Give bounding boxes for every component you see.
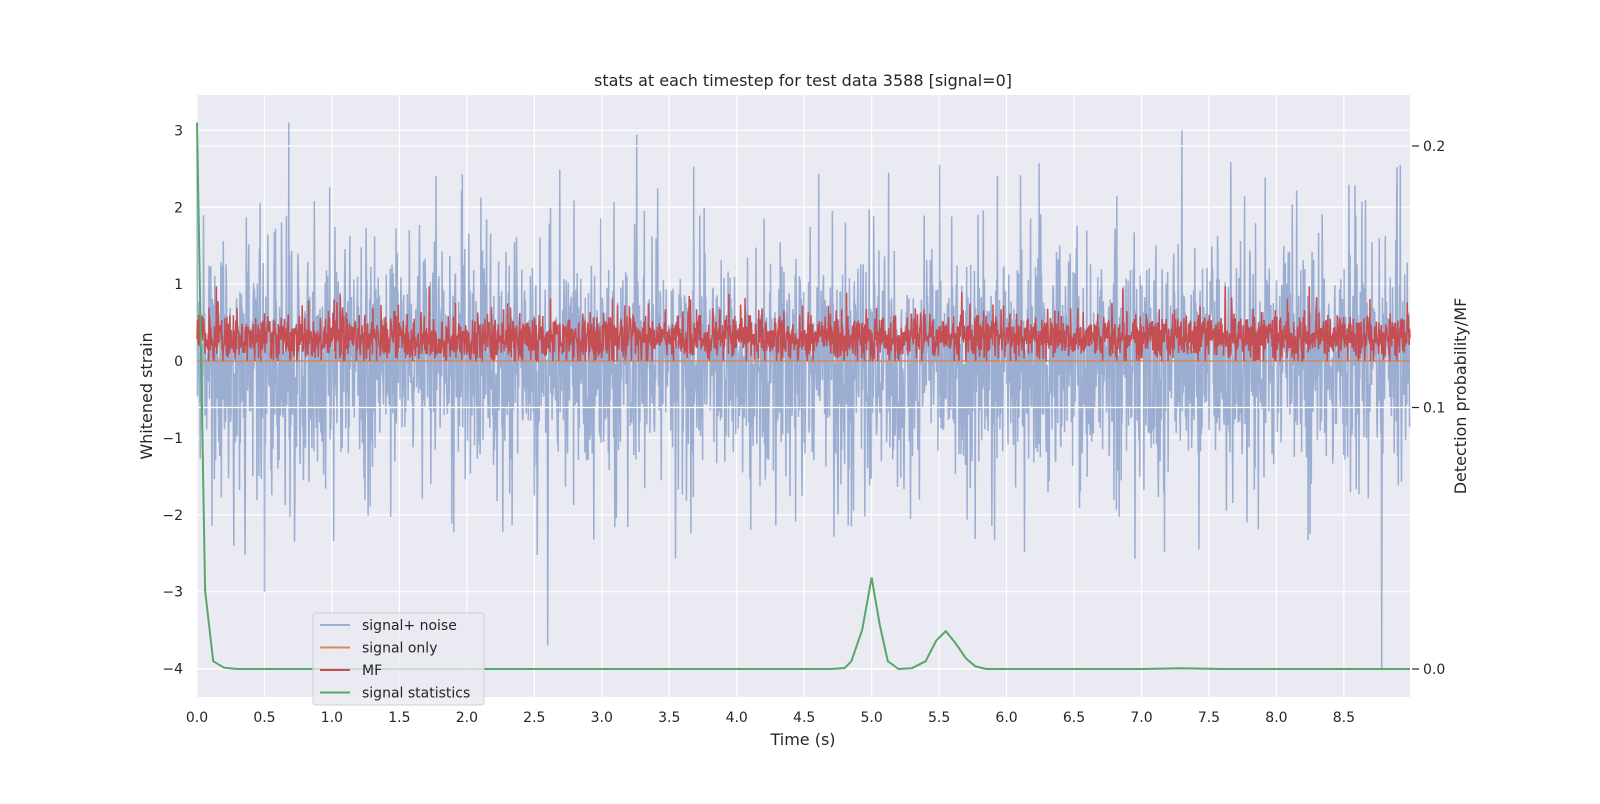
y-tick-label: −4 xyxy=(162,662,183,678)
x-tick-label: 2.0 xyxy=(456,710,478,726)
x-tick-label: 7.5 xyxy=(1198,710,1220,726)
y-axis-right-label: Detection probability/MF xyxy=(1451,298,1470,495)
x-tick-label: 0.0 xyxy=(186,710,208,726)
x-axis-label: Time (s) xyxy=(769,730,835,749)
x-tick-label: 4.0 xyxy=(726,710,748,726)
x-tick-label: 5.5 xyxy=(928,710,950,726)
legend-label: signal statistics xyxy=(362,686,470,702)
y-right-tick-label: 0.1 xyxy=(1423,401,1445,417)
x-tick-label: 1.0 xyxy=(321,710,343,726)
x-tick-label: 4.5 xyxy=(793,710,815,726)
x-tick-label: 6.0 xyxy=(995,710,1017,726)
y-tick-label: 2 xyxy=(174,200,183,216)
x-tick-label: 5.0 xyxy=(861,710,883,726)
x-tick-label: 0.5 xyxy=(253,710,275,726)
x-tick-label: 8.5 xyxy=(1333,710,1355,726)
x-tick-label: 3.0 xyxy=(591,710,613,726)
x-tick-label: 6.5 xyxy=(1063,710,1085,726)
legend-box xyxy=(312,612,485,706)
legend: signal+ noise signal only MF signal statist… xyxy=(312,612,485,706)
legend-label: signal+ noise xyxy=(362,618,457,634)
x-tick-label: 8.0 xyxy=(1265,710,1287,726)
x-tick-label: 3.5 xyxy=(658,710,680,726)
ticks: 0.0 0.5 1.0 1.5 2.0 2.5 3.0 3.5 4.0 4.5 5.0 5.5 6.0 6… xyxy=(162,123,1445,726)
mf-line xyxy=(196,286,1411,362)
y-axis-label: Whitened strain xyxy=(137,332,156,459)
y-tick-label: 3 xyxy=(174,123,183,139)
x-tick-label: 7.0 xyxy=(1130,710,1152,726)
signal-statistics-line xyxy=(196,122,1410,671)
y-tick-label: −1 xyxy=(162,431,183,447)
legend-label: signal only xyxy=(362,641,437,657)
y-tick-label: −2 xyxy=(162,508,183,524)
x-tick-label: 1.5 xyxy=(388,710,410,726)
legend-label: MF xyxy=(362,663,382,679)
series-left xyxy=(196,122,1411,669)
x-tick-label: 2.5 xyxy=(523,710,545,726)
y-right-tick-label: 0.2 xyxy=(1423,139,1445,155)
y-tick-label: 0 xyxy=(174,354,183,370)
chart-title: stats at each timestep for test data 358… xyxy=(594,71,1012,90)
y-tick-label: −3 xyxy=(162,585,183,601)
y-right-tick-label: 0.0 xyxy=(1423,662,1445,678)
y-tick-label: 1 xyxy=(174,277,183,293)
series-right xyxy=(196,122,1410,671)
